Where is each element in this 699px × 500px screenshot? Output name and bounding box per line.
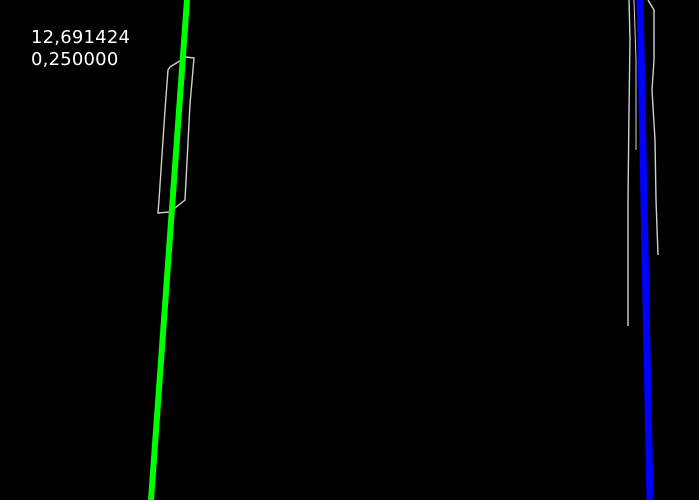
right-marking-edge-outline-c — [633, 0, 637, 150]
right-marking-edge-outline-a — [627, 0, 631, 326]
right-lane-line — [636, 0, 654, 500]
left-lane-line — [148, 0, 190, 500]
right-marking-edge-outline-b — [647, 0, 659, 256]
offset-value: 0,250000 — [31, 49, 119, 70]
metric-readout: 12,691424 0,250000 — [31, 27, 130, 71]
curvature-value: 12,691424 — [31, 27, 131, 48]
